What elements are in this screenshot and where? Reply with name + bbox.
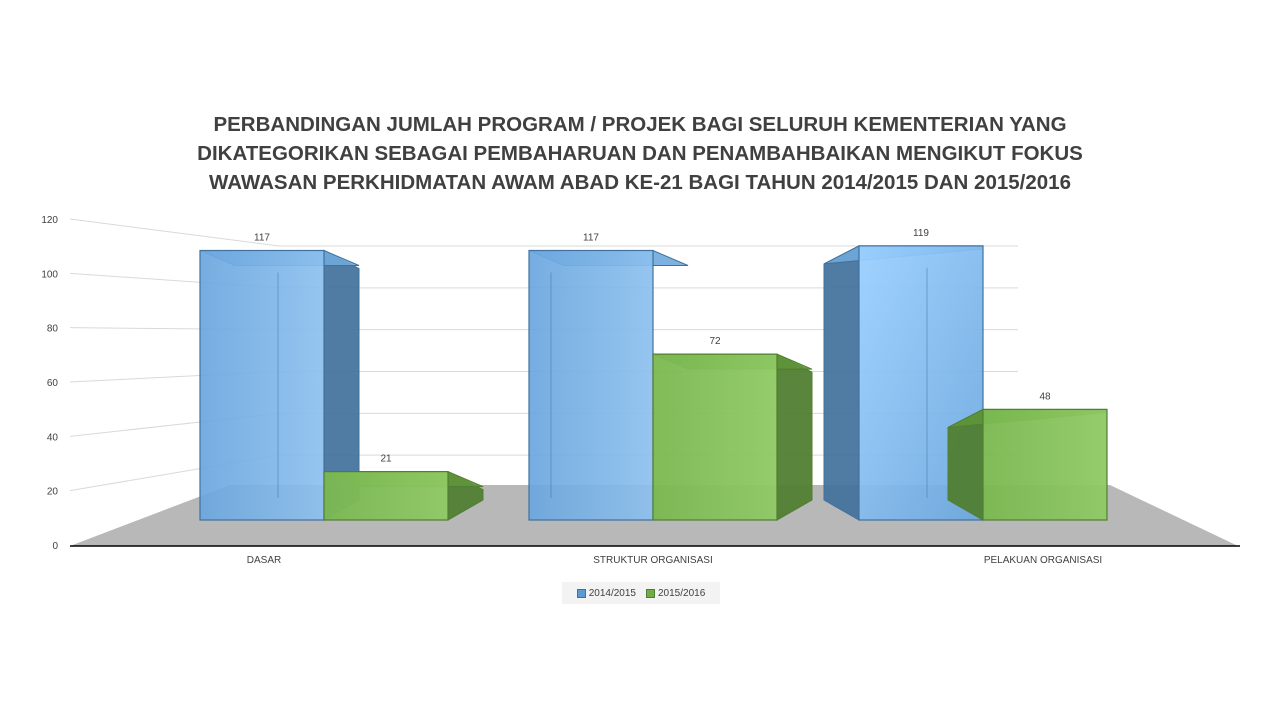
data-label-2015-2016-pelakuan-organisasi: 48 <box>1039 391 1051 402</box>
data-label-2015-2016-struktur-organisasi: 72 <box>709 336 721 347</box>
x-tick-label-struktur-organisasi: STRUKTUR ORGANISASI <box>593 555 712 566</box>
labels-layer: 0 20 40 60 80 100 120 117 21 DASAR 117 72 STRUKTUR O… <box>41 215 1102 566</box>
chart-title-line-1: PERBANDINGAN JUMLAH PROGRAM / PROJEK BAG… <box>213 113 1067 136</box>
bar-2015-2016-struktur-organisasi <box>652 353 778 521</box>
bars-layer <box>199 245 1108 521</box>
y-tick-label-20: 20 <box>47 487 59 498</box>
y-tick-label-80: 80 <box>47 324 59 335</box>
bar-2014-2015-struktur-organisasi <box>528 249 654 521</box>
y-tick-label-0: 0 <box>52 541 58 552</box>
x-tick-label-pelakuan-organisasi: PELAKUAN ORGANISASI <box>984 555 1102 566</box>
legend-swatch-2014-2015 <box>576 588 586 598</box>
data-label-2014-2015-pelakuan-organisasi: 119 <box>913 228 929 239</box>
gridline-side-120 <box>69 218 280 247</box>
chart-title-line-2: DIKATEGORIKAN SEBAGAI PEMBAHARUAN DAN PE… <box>197 142 1083 165</box>
x-tick-label-dasar: DASAR <box>247 555 281 566</box>
legend-item-2014-2015: 2014/2015 <box>576 587 636 599</box>
bar-2014-2015-pelakuan-organisasi-side <box>823 245 860 521</box>
data-label-2014-2015-dasar: 117 <box>254 233 270 244</box>
bar-2015-2016-pelakuan-organisasi <box>982 408 1108 521</box>
chart-title: PERBANDINGAN JUMLAH PROGRAM / PROJEK BAG… <box>140 110 1140 197</box>
y-tick-label-40: 40 <box>47 432 59 443</box>
y-tick-label-100: 100 <box>41 269 58 280</box>
legend: 2014/2015 2015/2016 <box>562 582 720 604</box>
legend-swatch-2015-2016 <box>646 588 655 598</box>
legend-label-2014-2015: 2014/2015 <box>588 587 636 599</box>
y-tick-label-120: 120 <box>41 215 58 226</box>
y-tick-label-60: 60 <box>47 378 59 389</box>
bar-2015-2016-struktur-organisasi-side <box>776 353 813 521</box>
bar-2015-2016-dasar <box>323 471 449 521</box>
chart-title-line-3: WAWASAN PERKHIDMATAN AWAM ABAD KE-21 BAG… <box>209 171 1071 194</box>
legend-item-2015-2016: 2015/2016 <box>646 588 705 599</box>
data-label-2015-2016-dasar: 21 <box>380 454 392 465</box>
data-label-2014-2015-struktur-organisasi: 117 <box>583 233 599 244</box>
bar-2014-2015-dasar <box>199 249 325 521</box>
legend-label-2015-2016: 2015/2016 <box>658 587 706 599</box>
